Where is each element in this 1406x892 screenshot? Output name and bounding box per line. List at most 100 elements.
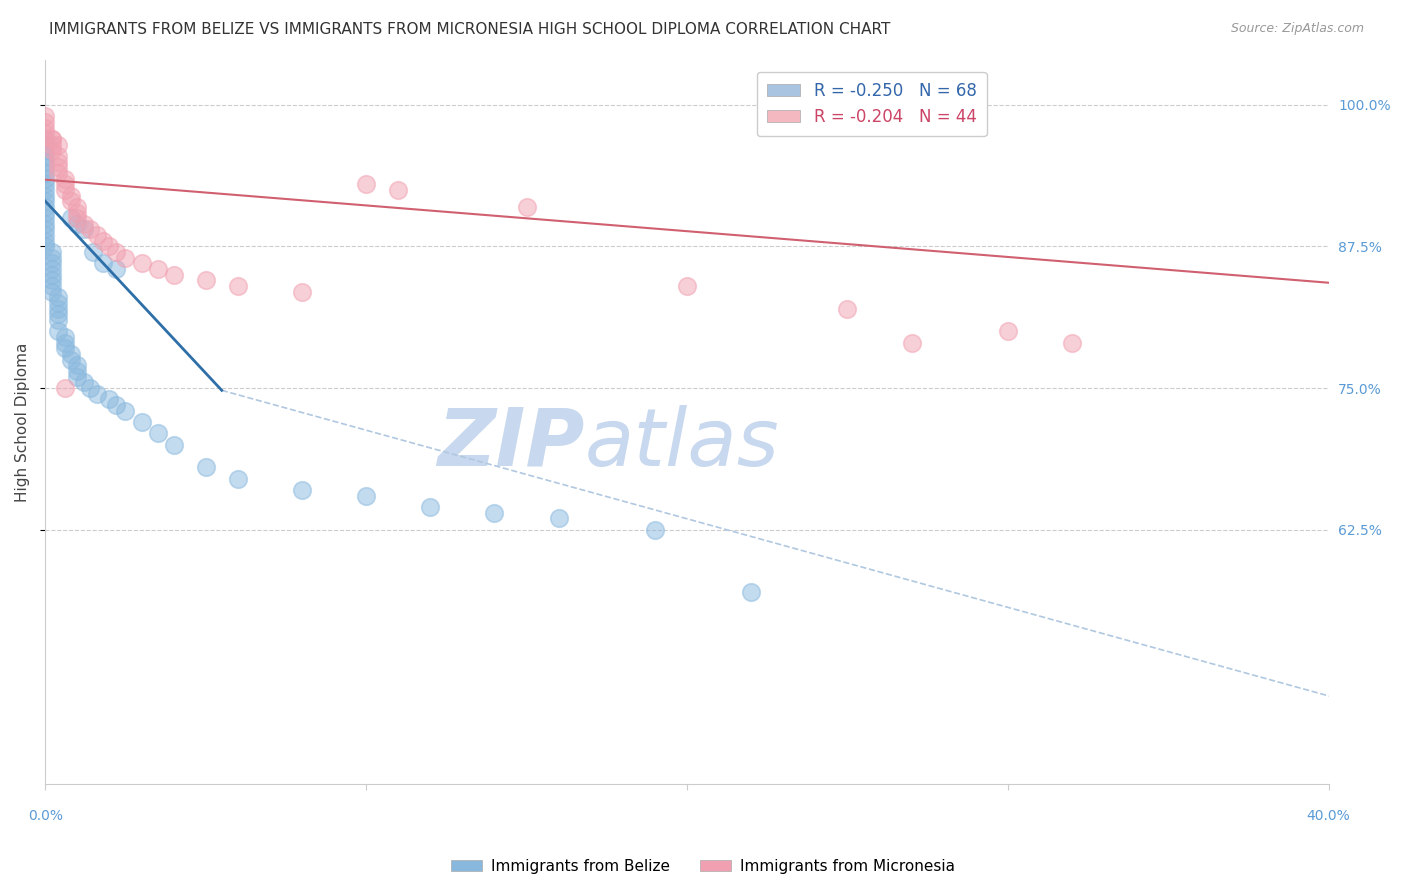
Point	[91, 234, 114, 248]
Point	[34, 166, 56, 180]
Point	[53, 330, 76, 344]
Point	[66, 369, 89, 384]
Point	[41, 262, 63, 277]
Point	[91, 256, 114, 270]
Point	[34, 194, 56, 209]
Point	[41, 251, 63, 265]
Point	[66, 211, 89, 226]
Text: IMMIGRANTS FROM BELIZE VS IMMIGRANTS FROM MICRONESIA HIGH SCHOOL DIPLOMA CORRELA: IMMIGRANTS FROM BELIZE VS IMMIGRANTS FRO…	[49, 22, 890, 37]
Legend: R = -0.250   N = 68, R = -0.204   N = 44: R = -0.250 N = 68, R = -0.204 N = 44	[756, 71, 987, 136]
Point	[46, 149, 69, 163]
Text: 40.0%: 40.0%	[1306, 809, 1351, 823]
Point	[34, 205, 56, 219]
Point	[73, 217, 96, 231]
Point	[34, 222, 56, 236]
Text: ZIP: ZIP	[437, 405, 585, 483]
Point	[53, 171, 76, 186]
Point	[79, 381, 101, 395]
Point	[104, 245, 127, 260]
Point	[146, 262, 169, 277]
Point	[34, 126, 56, 140]
Point	[34, 132, 56, 146]
Point	[997, 325, 1019, 339]
Point	[59, 188, 82, 202]
Point	[41, 256, 63, 270]
Point	[837, 301, 859, 316]
Point	[226, 279, 249, 293]
Point	[644, 523, 666, 537]
Point	[114, 251, 136, 265]
Point	[98, 239, 121, 253]
Y-axis label: High School Diploma: High School Diploma	[15, 343, 30, 501]
Text: atlas: atlas	[585, 405, 779, 483]
Point	[162, 268, 184, 282]
Point	[66, 359, 89, 373]
Point	[41, 132, 63, 146]
Point	[34, 211, 56, 226]
Point	[59, 194, 82, 209]
Point	[484, 506, 506, 520]
Point	[86, 386, 108, 401]
Point	[53, 177, 76, 191]
Point	[46, 160, 69, 174]
Point	[1060, 335, 1083, 350]
Point	[41, 268, 63, 282]
Point	[34, 160, 56, 174]
Point	[41, 132, 63, 146]
Point	[194, 460, 217, 475]
Point	[740, 585, 762, 599]
Point	[59, 211, 82, 226]
Point	[34, 154, 56, 169]
Point	[59, 347, 82, 361]
Point	[162, 438, 184, 452]
Point	[34, 171, 56, 186]
Point	[34, 120, 56, 135]
Point	[34, 115, 56, 129]
Point	[79, 222, 101, 236]
Point	[41, 245, 63, 260]
Point	[34, 228, 56, 243]
Point	[98, 392, 121, 407]
Point	[547, 511, 569, 525]
Point	[34, 200, 56, 214]
Point	[66, 364, 89, 378]
Point	[46, 308, 69, 322]
Text: 0.0%: 0.0%	[28, 809, 63, 823]
Point	[104, 398, 127, 412]
Point	[41, 285, 63, 299]
Point	[41, 143, 63, 157]
Point	[146, 426, 169, 441]
Point	[131, 415, 153, 429]
Point	[515, 200, 537, 214]
Point	[34, 239, 56, 253]
Point	[354, 489, 377, 503]
Point	[34, 109, 56, 123]
Text: Source: ZipAtlas.com: Source: ZipAtlas.com	[1230, 22, 1364, 36]
Point	[34, 177, 56, 191]
Point	[53, 183, 76, 197]
Point	[41, 273, 63, 287]
Point	[676, 279, 699, 293]
Point	[53, 335, 76, 350]
Point	[291, 285, 314, 299]
Point	[73, 376, 96, 390]
Point	[34, 217, 56, 231]
Point	[86, 228, 108, 243]
Point	[354, 177, 377, 191]
Point	[34, 143, 56, 157]
Point	[34, 188, 56, 202]
Point	[46, 296, 69, 310]
Point	[104, 262, 127, 277]
Point	[59, 352, 82, 367]
Point	[46, 325, 69, 339]
Point	[82, 245, 104, 260]
Point	[46, 154, 69, 169]
Point	[34, 149, 56, 163]
Point	[131, 256, 153, 270]
Point	[46, 137, 69, 152]
Point	[66, 205, 89, 219]
Point	[66, 200, 89, 214]
Point	[194, 273, 217, 287]
Point	[419, 500, 441, 514]
Point	[34, 183, 56, 197]
